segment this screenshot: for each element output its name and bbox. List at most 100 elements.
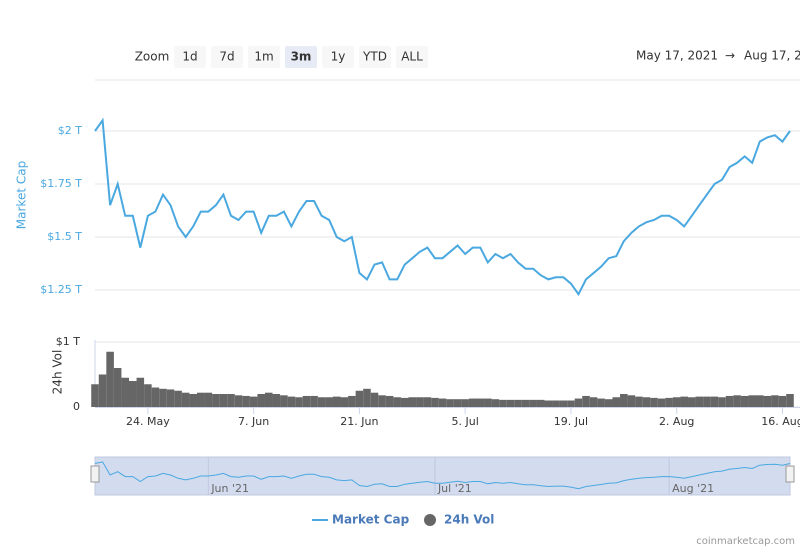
volume-bar [348,395,356,407]
volume-bar [431,397,439,407]
navigator-handle[interactable] [785,465,795,483]
volume-bar [280,395,288,407]
zoom-button[interactable] [248,46,280,68]
zoom-button[interactable] [396,46,428,68]
zoom-button[interactable] [211,46,243,68]
volume-bar [91,384,99,407]
date-to[interactable]: Aug 17, 2021 [744,49,800,63]
zoom-button[interactable] [174,46,206,68]
zoom-button[interactable] [359,46,391,68]
volume-bar [113,368,122,407]
volume-bar [416,397,424,407]
navigator-line [94,461,791,490]
volume-bar [121,377,129,407]
volume-bar [325,397,333,407]
date-from[interactable]: May 17, 2021 [636,49,718,63]
volume-bar [748,395,757,407]
legend-label[interactable]: Market Cap [332,513,410,527]
volume-bar [310,395,318,407]
volume-bar [695,396,704,407]
volume-bar [378,395,386,407]
volume-bar [650,397,658,407]
volume-bar [242,395,250,407]
volume-bar [196,392,205,407]
navigator-handle[interactable] [90,465,100,483]
volume-bar [408,397,417,407]
volume-bar [136,377,145,407]
zoom-button[interactable] [285,46,317,68]
volume-bar [521,399,530,407]
y2-tick-label: 0 [73,400,80,413]
volume-bar [703,396,711,407]
volume-bar [499,399,507,407]
legend-symbol [424,514,436,526]
volume-bar [710,396,719,407]
volume-bar [400,397,409,407]
x-tick-label: 24. May [126,415,170,428]
volume-bar [544,400,553,407]
x-tick-label: 5. Jul [452,415,479,428]
volume-bar [144,384,152,407]
volume-bar [589,397,598,407]
volume-bar [786,394,794,407]
x-tick-label: 21. Jun [340,415,378,428]
zoom-label: Zoom [135,50,170,64]
volume-bar [718,397,726,407]
volume-bar [257,394,265,407]
volume-bar [295,397,303,407]
zoom-button-label[interactable]: 1d [182,50,197,64]
volume-bar [612,397,621,407]
volume-bar [597,398,605,407]
volume-bar [688,397,696,407]
volume-bar [733,395,741,407]
volume-bar [514,399,522,407]
volume-bar [332,396,341,407]
zoom-button[interactable] [322,46,354,68]
volume-bar [302,395,311,407]
volume-bar [756,395,764,407]
volume-bar [151,387,160,407]
volume-bar [627,395,636,407]
volume-bar [672,397,681,407]
volume-bar [771,395,779,407]
volume-bar [166,389,175,407]
volume-bar [468,398,477,407]
volume-bar [453,399,462,407]
volume-bar [484,398,492,407]
volume-bar [181,392,190,407]
market-cap-line [94,117,791,297]
x-tick-label: 7. Jun [238,415,269,428]
y-tick-label: $1.25 T [40,283,82,296]
x-tick-label: 19. Jul [554,415,588,428]
volume-bar [287,396,296,407]
legend-label[interactable]: 24h Vol [444,513,494,527]
x-tick-label: 2. Aug [659,415,694,428]
date-arrow: → [725,49,735,63]
volume-bar [552,400,560,407]
volume-bar [635,396,643,407]
navigator-label: Jul '21 [437,482,472,495]
volume-bar [506,399,515,407]
volume-bar [529,399,537,407]
zoom-button-label[interactable]: 7d [219,50,234,64]
zoom-button-label[interactable]: 1y [331,50,346,64]
navigator-label: Jun '21 [210,482,249,495]
volume-bar [212,394,220,407]
volume-bar [763,395,772,407]
volume-bar [423,397,432,407]
volume-bar [98,374,107,407]
zoom-button-label[interactable]: 1m [254,50,273,64]
credit: coinmarketcap.com [696,536,795,547]
zoom-button-label[interactable]: 3m [291,50,312,64]
zoom-button-label[interactable]: ALL [401,50,423,64]
volume-bar [620,394,628,407]
volume-bar [665,397,673,407]
volume-bar [370,392,379,407]
volume-bar [159,388,167,407]
volume-bar [355,390,364,407]
volume-bar [264,392,273,407]
volume-bar [249,396,258,407]
y-axis-title: Market Cap [15,161,29,229]
zoom-button-label[interactable]: YTD [362,50,387,64]
